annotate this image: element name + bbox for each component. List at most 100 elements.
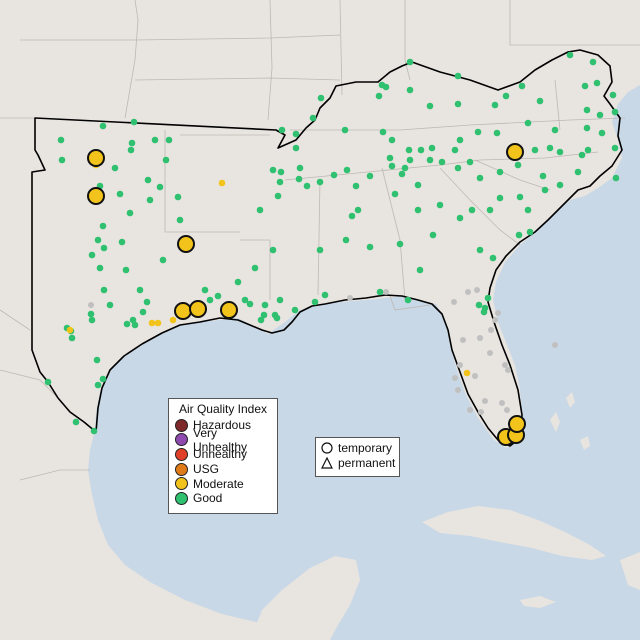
monitor-good[interactable] — [574, 168, 582, 176]
monitor-good[interactable] — [303, 182, 311, 190]
monitor-good[interactable] — [524, 206, 532, 214]
monitor-no-data[interactable] — [383, 289, 389, 295]
monitor-good[interactable] — [278, 126, 286, 134]
monitor-good[interactable] — [100, 286, 108, 294]
monitor-good[interactable] — [493, 129, 501, 137]
monitor-good[interactable] — [341, 126, 349, 134]
monitor-moderate[interactable] — [66, 326, 74, 334]
monitor-good[interactable] — [151, 136, 159, 144]
monitor-good[interactable] — [269, 166, 277, 174]
monitor-good[interactable] — [165, 136, 173, 144]
monitor-good[interactable] — [354, 206, 362, 214]
monitor-good[interactable] — [276, 178, 284, 186]
monitor-no-data[interactable] — [488, 327, 494, 333]
monitor-good[interactable] — [94, 236, 102, 244]
monitor-good[interactable] — [342, 236, 350, 244]
monitor-good[interactable] — [526, 228, 534, 236]
monitor-good[interactable] — [366, 172, 374, 180]
monitor-good[interactable] — [58, 156, 66, 164]
monitor-good[interactable] — [502, 92, 510, 100]
monitor-good[interactable] — [398, 170, 406, 178]
monitor-good[interactable] — [584, 146, 592, 154]
monitor-no-data[interactable] — [451, 299, 457, 305]
monitor-good[interactable] — [429, 231, 437, 239]
monitor-good[interactable] — [401, 164, 409, 172]
monitor-good[interactable] — [159, 256, 167, 264]
monitor-good[interactable] — [136, 286, 144, 294]
monitor-good[interactable] — [122, 266, 130, 274]
monitor-good[interactable] — [583, 124, 591, 132]
monitor-good[interactable] — [583, 106, 591, 114]
monitor-good[interactable] — [317, 94, 325, 102]
monitor-good[interactable] — [546, 144, 554, 152]
monitor-good[interactable] — [127, 146, 135, 154]
monitor-good[interactable] — [476, 246, 484, 254]
monitor-good[interactable] — [475, 301, 483, 309]
monitor-good[interactable] — [330, 171, 338, 179]
monitor-good[interactable] — [234, 278, 242, 286]
monitor-no-data[interactable] — [465, 289, 471, 295]
monitor-good[interactable] — [269, 246, 277, 254]
monitor-good[interactable] — [414, 181, 422, 189]
monitor-good[interactable] — [514, 161, 522, 169]
monitor-good[interactable] — [379, 128, 387, 136]
monitor-no-data[interactable] — [452, 375, 458, 381]
monitor-good[interactable] — [321, 291, 329, 299]
monitor-good[interactable] — [352, 182, 360, 190]
monitor-good[interactable] — [468, 206, 476, 214]
monitor-no-data[interactable] — [505, 367, 511, 373]
monitor-good[interactable] — [578, 151, 586, 159]
monitor-good[interactable] — [68, 334, 76, 342]
monitor-moderate-highlight[interactable] — [87, 149, 105, 167]
monitor-good[interactable] — [484, 294, 492, 302]
monitor-good[interactable] — [93, 356, 101, 364]
monitor-good[interactable] — [201, 286, 209, 294]
monitor-good[interactable] — [176, 216, 184, 224]
monitor-good[interactable] — [99, 222, 107, 230]
monitor-good[interactable] — [596, 111, 604, 119]
monitor-good[interactable] — [541, 186, 549, 194]
monitor-good[interactable] — [612, 174, 620, 182]
monitor-good[interactable] — [96, 264, 104, 272]
monitor-moderate-highlight[interactable] — [506, 143, 524, 161]
monitor-good[interactable] — [44, 378, 52, 386]
monitor-good[interactable] — [316, 246, 324, 254]
monitor-no-data[interactable] — [474, 287, 480, 293]
monitor-moderate-highlight[interactable] — [508, 415, 526, 433]
monitor-good[interactable] — [454, 164, 462, 172]
monitor-good[interactable] — [611, 108, 619, 116]
monitor-good[interactable] — [311, 298, 319, 306]
monitor-good[interactable] — [131, 321, 139, 329]
monitor-no-data[interactable] — [455, 387, 461, 393]
monitor-good[interactable] — [106, 301, 114, 309]
monitor-good[interactable] — [256, 206, 264, 214]
monitor-good[interactable] — [128, 139, 136, 147]
monitor-good[interactable] — [144, 176, 152, 184]
monitor-good[interactable] — [90, 427, 98, 435]
monitor-good[interactable] — [518, 82, 526, 90]
monitor-no-data[interactable] — [478, 409, 484, 415]
monitor-good[interactable] — [391, 190, 399, 198]
monitor-good[interactable] — [375, 92, 383, 100]
monitor-good[interactable] — [404, 296, 412, 304]
monitor-good[interactable] — [539, 172, 547, 180]
monitor-no-data[interactable] — [472, 373, 478, 379]
monitor-good[interactable] — [206, 296, 214, 304]
monitor-good[interactable] — [99, 122, 107, 130]
monitor-good[interactable] — [146, 196, 154, 204]
monitor-moderate-highlight[interactable] — [87, 187, 105, 205]
monitor-good[interactable] — [241, 296, 249, 304]
monitor-good[interactable] — [406, 86, 414, 94]
monitor-no-data[interactable] — [502, 362, 508, 368]
monitor-good[interactable] — [454, 100, 462, 108]
monitor-good[interactable] — [611, 144, 619, 152]
monitor-good[interactable] — [100, 244, 108, 252]
monitor-no-data[interactable] — [487, 350, 493, 356]
monitor-no-data[interactable] — [467, 407, 473, 413]
monitor-good[interactable] — [480, 308, 488, 316]
monitor-moderate-highlight[interactable] — [177, 235, 195, 253]
monitor-good[interactable] — [316, 178, 324, 186]
monitor-good[interactable] — [174, 193, 182, 201]
monitor-good[interactable] — [396, 240, 404, 248]
monitor-good[interactable] — [581, 82, 589, 90]
